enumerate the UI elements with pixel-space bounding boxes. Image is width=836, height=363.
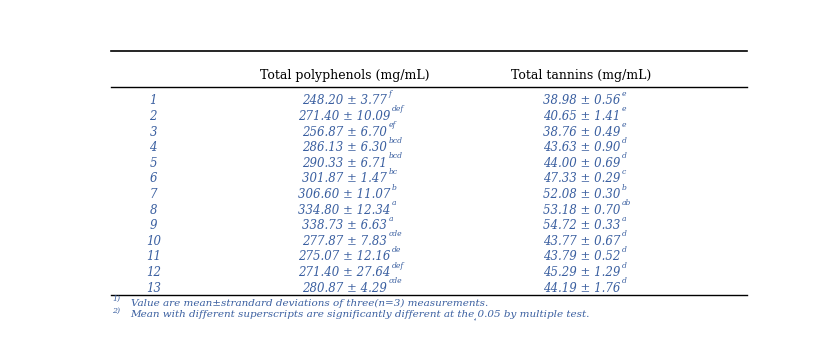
Text: d: d: [620, 231, 625, 238]
Text: 9: 9: [150, 219, 157, 232]
Text: d: d: [620, 277, 625, 285]
Text: 54.72 ± 0.33: 54.72 ± 0.33: [542, 219, 619, 232]
Text: 43.77 ± 0.67: 43.77 ± 0.67: [542, 235, 619, 248]
Text: 2): 2): [112, 306, 120, 314]
Text: 13: 13: [145, 282, 161, 295]
Text: def: def: [391, 106, 404, 114]
Text: 8: 8: [150, 204, 157, 217]
Text: 2: 2: [150, 110, 157, 123]
Text: 286.13 ± 6.30: 286.13 ± 6.30: [302, 141, 386, 154]
Text: 52.08 ± 0.30: 52.08 ± 0.30: [542, 188, 619, 201]
Text: 301.87 ± 1.47: 301.87 ± 1.47: [302, 172, 386, 185]
Text: 338.73 ± 6.63: 338.73 ± 6.63: [302, 219, 386, 232]
Text: Total polyphenols (mg/mL): Total polyphenols (mg/mL): [259, 69, 429, 82]
Text: 38.98 ± 0.56: 38.98 ± 0.56: [542, 94, 619, 107]
Text: 43.63 ± 0.90: 43.63 ± 0.90: [542, 141, 619, 154]
Text: d: d: [620, 137, 625, 145]
Text: d: d: [620, 152, 625, 160]
Text: 1: 1: [150, 94, 157, 107]
Text: e: e: [620, 121, 625, 129]
Text: cde: cde: [388, 277, 401, 285]
Text: b: b: [391, 184, 396, 192]
Text: 277.87 ± 7.83: 277.87 ± 7.83: [302, 235, 386, 248]
Text: bcd: bcd: [388, 152, 402, 160]
Text: d: d: [620, 246, 625, 254]
Text: 10: 10: [145, 235, 161, 248]
Text: e: e: [620, 106, 625, 114]
Text: Total tannins (mg/mL): Total tannins (mg/mL): [511, 69, 650, 82]
Text: 53.18 ± 0.70: 53.18 ± 0.70: [542, 204, 619, 217]
Text: 275.07 ± 12.16: 275.07 ± 12.16: [298, 250, 390, 264]
Text: 248.20 ± 3.77: 248.20 ± 3.77: [302, 94, 386, 107]
Text: ef: ef: [388, 121, 395, 129]
Text: 306.60 ± 11.07: 306.60 ± 11.07: [298, 188, 390, 201]
Text: cde: cde: [388, 231, 401, 238]
Text: 44.19 ± 1.76: 44.19 ± 1.76: [542, 282, 619, 295]
Text: de: de: [391, 246, 401, 254]
Text: 3: 3: [150, 126, 157, 139]
Text: e: e: [620, 90, 625, 98]
Text: 334.80 ± 12.34: 334.80 ± 12.34: [298, 204, 390, 217]
Text: bcd: bcd: [388, 137, 402, 145]
Text: 271.40 ± 27.64: 271.40 ± 27.64: [298, 266, 390, 279]
Text: 280.87 ± 4.29: 280.87 ± 4.29: [302, 282, 386, 295]
Text: a: a: [388, 215, 392, 223]
Text: 47.33 ± 0.29: 47.33 ± 0.29: [542, 172, 619, 185]
Text: d: d: [620, 261, 625, 270]
Text: 38.76 ± 0.49: 38.76 ± 0.49: [542, 126, 619, 139]
Text: 40.65 ± 1.41: 40.65 ± 1.41: [542, 110, 619, 123]
Text: b: b: [620, 184, 625, 192]
Text: def: def: [391, 261, 404, 270]
Text: 7: 7: [150, 188, 157, 201]
Text: ab: ab: [620, 199, 630, 207]
Text: 12: 12: [145, 266, 161, 279]
Text: a: a: [391, 199, 396, 207]
Text: 45.29 ± 1.29: 45.29 ± 1.29: [542, 266, 619, 279]
Text: Value are mean±strandard deviations of three(n=3) measurements.: Value are mean±strandard deviations of t…: [130, 298, 487, 307]
Text: 6: 6: [150, 172, 157, 185]
Text: 271.40 ± 10.09: 271.40 ± 10.09: [298, 110, 390, 123]
Text: 256.87 ± 6.70: 256.87 ± 6.70: [302, 126, 386, 139]
Text: f: f: [388, 90, 390, 98]
Text: 44.00 ± 0.69: 44.00 ± 0.69: [542, 157, 619, 170]
Text: 290.33 ± 6.71: 290.33 ± 6.71: [302, 157, 386, 170]
Text: 1): 1): [112, 295, 120, 303]
Text: 11: 11: [145, 250, 161, 264]
Text: Mean with different superscripts are significantly different at the ̘0.05 by mul: Mean with different superscripts are sig…: [130, 309, 589, 320]
Text: a: a: [620, 215, 625, 223]
Text: 5: 5: [150, 157, 157, 170]
Text: 43.79 ± 0.52: 43.79 ± 0.52: [542, 250, 619, 264]
Text: bc: bc: [388, 168, 397, 176]
Text: 4: 4: [150, 141, 157, 154]
Text: c: c: [620, 168, 624, 176]
